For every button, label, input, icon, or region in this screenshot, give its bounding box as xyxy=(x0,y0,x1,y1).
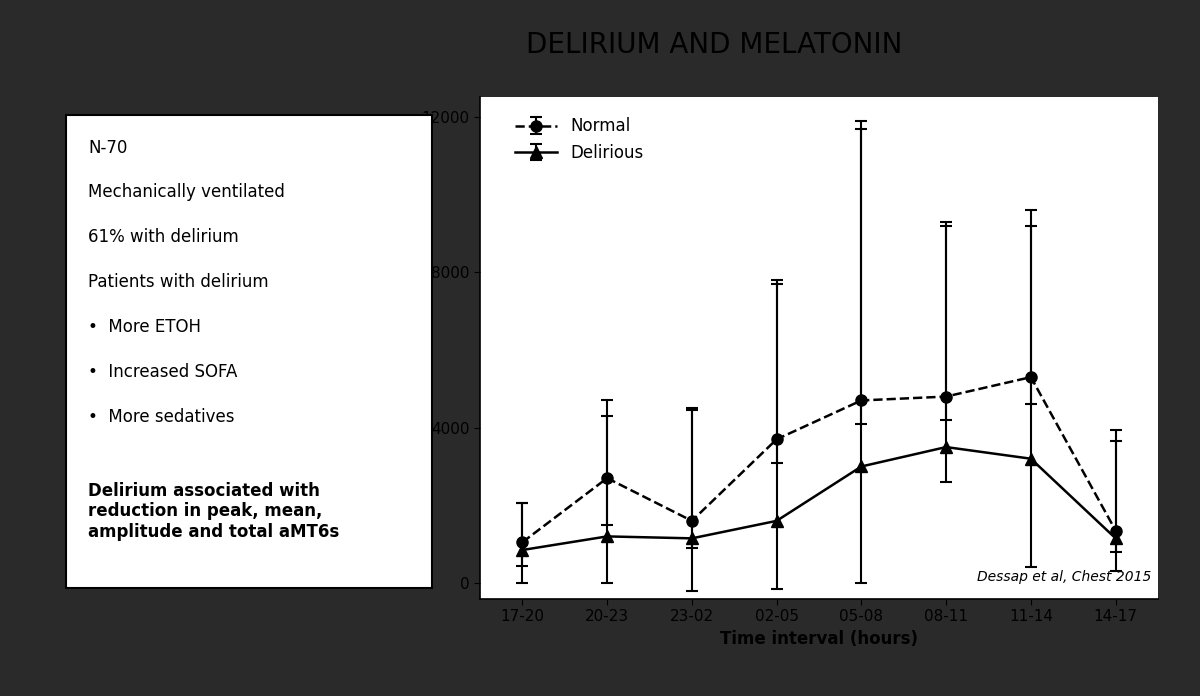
Text: 61% with delirium: 61% with delirium xyxy=(88,228,239,246)
Legend: Normal, Delirious: Normal, Delirious xyxy=(509,111,650,168)
Text: •  More sedatives: • More sedatives xyxy=(88,409,234,426)
Text: DELIRIUM AND MELATONIN: DELIRIUM AND MELATONIN xyxy=(526,31,902,59)
Y-axis label: Urinary aMT6s, ng/3hours: Urinary aMT6s, ng/3hours xyxy=(398,241,416,455)
Text: Patients with delirium: Patients with delirium xyxy=(88,274,269,292)
FancyBboxPatch shape xyxy=(66,115,432,588)
X-axis label: Time interval (hours): Time interval (hours) xyxy=(720,630,918,647)
Text: •  Increased SOFA: • Increased SOFA xyxy=(88,363,238,381)
Text: Dessap et al, Chest 2015: Dessap et al, Chest 2015 xyxy=(977,569,1151,583)
Text: N-70: N-70 xyxy=(88,139,127,157)
Text: •  More ETOH: • More ETOH xyxy=(88,318,200,336)
Text: Delirium associated with
reduction in peak, mean,
amplitude and total aMT6s: Delirium associated with reduction in pe… xyxy=(88,482,340,541)
Text: Mechanically ventilated: Mechanically ventilated xyxy=(88,184,284,201)
